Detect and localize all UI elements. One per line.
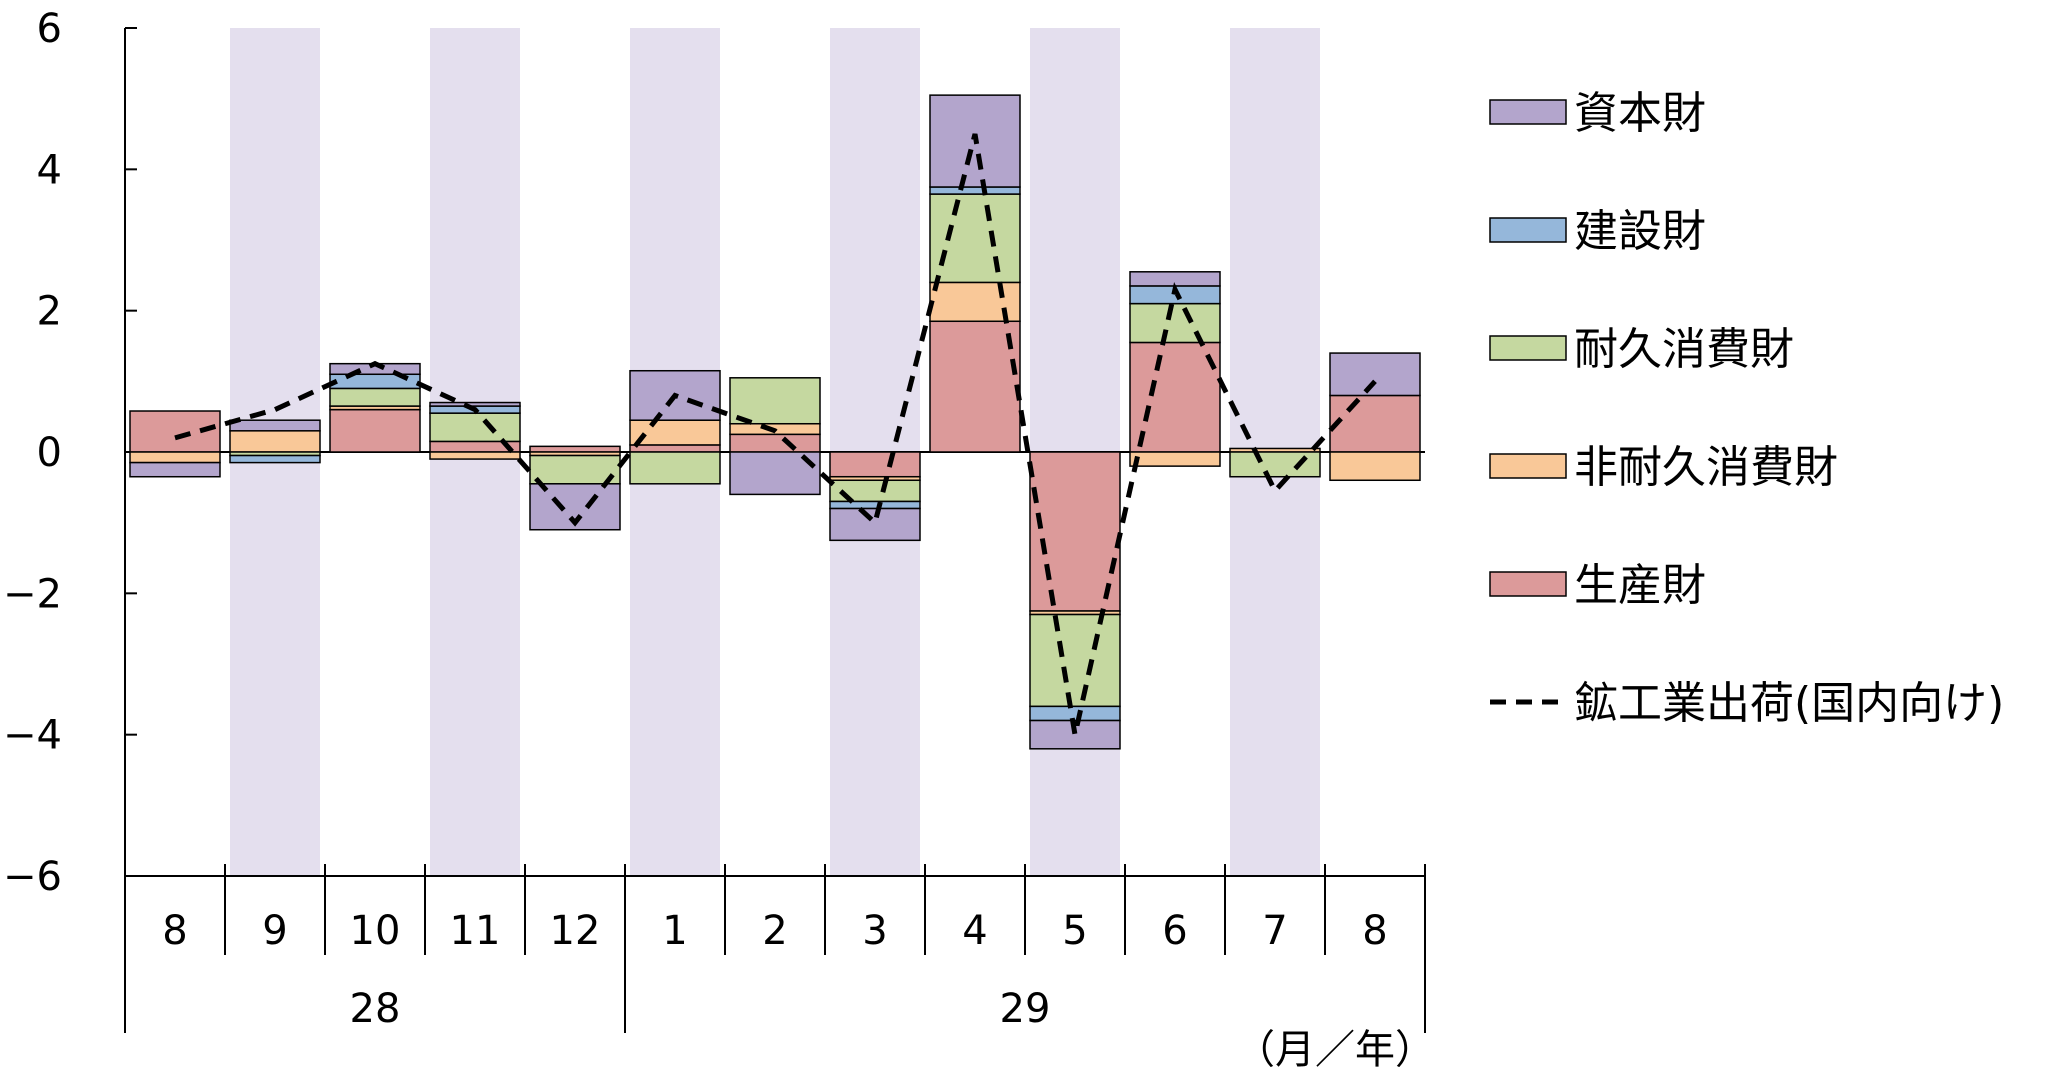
- month-label: 3: [862, 908, 887, 954]
- y-tick-label: −4: [3, 713, 62, 759]
- unit-label: （月／年）: [1235, 1027, 1435, 1067]
- bar-segment: [229, 454, 321, 464]
- bar-segment: [629, 451, 721, 485]
- bar-segment: [929, 320, 1021, 453]
- bar-segment: [529, 454, 621, 485]
- legend-swatch: [1489, 99, 1567, 125]
- month-label: 11: [450, 908, 501, 954]
- legend-label: 非耐久消費財: [1574, 442, 1838, 493]
- legend-swatch: [1489, 335, 1567, 361]
- legend-label: 資本財: [1574, 88, 1706, 139]
- legend-swatch: [1489, 571, 1567, 597]
- bar-segment: [1129, 271, 1221, 287]
- bar-segment: [1329, 451, 1421, 482]
- month-label: 7: [1262, 908, 1287, 954]
- bar-segment: [729, 433, 821, 453]
- bar-segment: [1129, 302, 1221, 344]
- bar-segment: [829, 451, 921, 478]
- y-tick-label: 4: [37, 147, 62, 193]
- bar-segment: [329, 387, 421, 407]
- month-label: 1: [662, 908, 687, 954]
- bar-segment: [229, 419, 321, 432]
- bar-segment: [829, 500, 921, 510]
- legend-label: 生産財: [1574, 560, 1706, 611]
- month-label: 12: [550, 908, 601, 954]
- month-label: 9: [262, 908, 287, 954]
- total-line: [174, 133, 1377, 736]
- bar-segment: [929, 193, 1021, 284]
- y-tick-label: 6: [37, 6, 62, 52]
- legend-swatch: [1489, 453, 1567, 479]
- month-label: 6: [1162, 908, 1187, 954]
- bar-segment: [1029, 613, 1121, 708]
- series-line: [174, 133, 1377, 736]
- bar-segment: [1229, 451, 1321, 478]
- bar-segment: [129, 461, 221, 478]
- month-label: 10: [350, 908, 401, 954]
- month-label: 2: [762, 908, 787, 954]
- bar-segment: [1129, 451, 1221, 467]
- month-label: 5: [1062, 908, 1087, 954]
- bar-segment: [329, 408, 421, 453]
- legend-label: 耐久消費財: [1574, 324, 1794, 375]
- year-label: 29: [1000, 986, 1051, 1032]
- bar-segment: [629, 444, 721, 453]
- bar-segment: [229, 430, 321, 453]
- bar-segment: [1329, 394, 1421, 453]
- bar-segment: [1329, 352, 1421, 397]
- legend-swatch: [1489, 217, 1567, 243]
- y-tick-label: 2: [37, 289, 62, 335]
- year-label: 28: [350, 986, 401, 1032]
- bar-segment: [429, 451, 521, 460]
- bar-segment: [429, 401, 521, 407]
- y-tick-label: −6: [3, 854, 62, 900]
- bar-segment: [729, 377, 821, 425]
- y-tick-label: −2: [3, 571, 62, 617]
- bar-segment: [1029, 705, 1121, 722]
- legend-label: 建設財: [1574, 206, 1706, 257]
- month-label: 8: [1362, 908, 1387, 954]
- bars: [129, 94, 1421, 750]
- bar-segment: [129, 451, 221, 464]
- bar-segment: [529, 445, 621, 453]
- legend-label: 鉱工業出荷(国内向け): [1574, 678, 2004, 729]
- bar-segment: [629, 419, 721, 446]
- bar-segment: [929, 186, 1021, 195]
- y-tick-label: 0: [37, 430, 62, 476]
- month-label: 4: [962, 908, 987, 954]
- month-label: 8: [162, 908, 187, 954]
- bar-segment: [429, 412, 521, 443]
